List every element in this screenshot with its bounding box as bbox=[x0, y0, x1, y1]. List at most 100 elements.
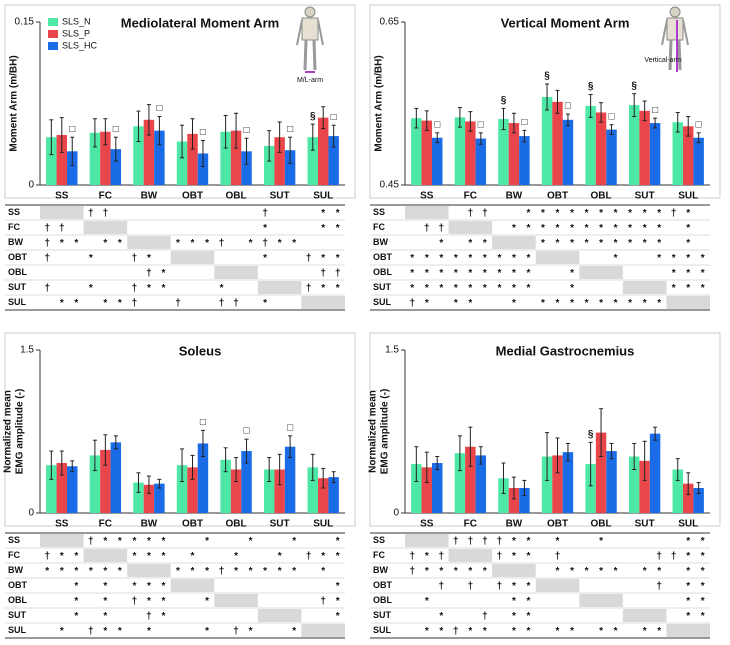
significance-symbol: * bbox=[336, 611, 340, 622]
significance-symbol: † bbox=[306, 551, 312, 562]
significance-symbol: * bbox=[686, 253, 690, 264]
matrix-row-label: SS bbox=[373, 535, 385, 545]
bar bbox=[595, 112, 607, 185]
significance-symbol: * bbox=[599, 238, 603, 249]
significance-symbol: * bbox=[628, 223, 632, 234]
significance-symbol: * bbox=[321, 283, 325, 294]
diagonal-cell bbox=[622, 281, 667, 294]
significance-symbol: † bbox=[468, 536, 474, 547]
legend-swatch bbox=[48, 18, 58, 26]
significance-symbol: * bbox=[234, 551, 238, 562]
bar bbox=[465, 121, 476, 185]
bar bbox=[682, 483, 694, 513]
significance-symbol: * bbox=[643, 223, 647, 234]
skeleton-arm bbox=[296, 19, 303, 46]
significance-symbol: † bbox=[468, 581, 474, 592]
significance-symbol: * bbox=[161, 551, 165, 562]
significance-symbol: * bbox=[512, 551, 516, 562]
significance-symbol: * bbox=[249, 238, 253, 249]
significance-symbol: † bbox=[44, 238, 50, 249]
x-tick-label: OBT bbox=[547, 519, 568, 530]
significance-symbol: * bbox=[132, 551, 136, 562]
y-axis-label: EMG amplitude (-) bbox=[380, 389, 391, 475]
significance-symbol: † bbox=[88, 626, 94, 637]
significance-symbol: * bbox=[263, 223, 267, 234]
significance-symbol: * bbox=[657, 626, 661, 637]
significance-symbol: * bbox=[60, 238, 64, 249]
matrix-row-label: FC bbox=[8, 550, 20, 560]
bar bbox=[220, 459, 231, 513]
significance-symbol: * bbox=[205, 536, 209, 547]
significance-symbol: † bbox=[59, 223, 65, 234]
significance-symbol: * bbox=[643, 298, 647, 309]
panel-frame bbox=[4, 332, 356, 527]
bar bbox=[133, 482, 144, 513]
bar bbox=[110, 442, 122, 513]
bar bbox=[541, 456, 553, 513]
significance-symbol: † bbox=[497, 581, 503, 592]
significance-symbol: * bbox=[74, 611, 78, 622]
skeleton-leg bbox=[677, 39, 682, 71]
significance-symbol: * bbox=[526, 223, 530, 234]
bar bbox=[241, 451, 252, 513]
significance-symbol: * bbox=[336, 536, 340, 547]
significance-symbol: † bbox=[409, 551, 415, 562]
significance-symbol: † bbox=[233, 626, 239, 637]
panel-frame bbox=[369, 4, 721, 199]
significance-symbol: * bbox=[118, 566, 122, 577]
significance-symbol: * bbox=[701, 611, 705, 622]
significance-symbol: † bbox=[132, 596, 138, 607]
x-tick-label: OBL bbox=[226, 519, 247, 530]
significance-symbol: * bbox=[512, 298, 516, 309]
bar bbox=[187, 133, 198, 185]
significance-symbol: * bbox=[89, 283, 93, 294]
significance-marker: □ bbox=[287, 124, 293, 135]
bar bbox=[317, 117, 329, 185]
bar bbox=[67, 466, 78, 513]
significance-symbol: * bbox=[103, 611, 107, 622]
x-tick-label: BW bbox=[506, 519, 523, 530]
significance-symbol: * bbox=[585, 223, 589, 234]
significance-symbol: * bbox=[161, 283, 165, 294]
bar bbox=[110, 149, 122, 185]
significance-symbol: * bbox=[74, 298, 78, 309]
diagonal-cell bbox=[492, 564, 536, 577]
bar bbox=[187, 467, 198, 513]
significance-symbol: * bbox=[161, 581, 165, 592]
diagonal-cell bbox=[127, 236, 171, 249]
significance-symbol: * bbox=[278, 238, 282, 249]
x-tick-label: BW bbox=[141, 519, 158, 530]
matrix-row-label: SUL bbox=[8, 297, 27, 307]
significance-symbol: † bbox=[103, 208, 109, 219]
significance-marker: □ bbox=[652, 105, 658, 116]
significance-symbol: † bbox=[44, 253, 50, 264]
bar bbox=[585, 105, 596, 185]
significance-symbol: * bbox=[147, 283, 151, 294]
significance-marker: § bbox=[588, 429, 594, 440]
y-tick-label: 0 bbox=[393, 508, 399, 519]
significance-symbol: * bbox=[497, 253, 501, 264]
significance-symbol: * bbox=[191, 566, 195, 577]
significance-symbol: * bbox=[628, 238, 632, 249]
bar bbox=[46, 137, 57, 185]
significance-symbol: * bbox=[585, 238, 589, 249]
significance-symbol: * bbox=[599, 208, 603, 219]
significance-marker: § bbox=[631, 80, 637, 91]
x-tick-label: SUL bbox=[313, 519, 333, 530]
significance-symbol: * bbox=[570, 268, 574, 279]
diagonal-cell bbox=[40, 206, 84, 219]
matrix-row-label: BW bbox=[8, 237, 23, 247]
significance-symbol: * bbox=[425, 268, 429, 279]
bar bbox=[649, 433, 661, 513]
significance-symbol: * bbox=[147, 551, 151, 562]
significance-symbol: * bbox=[205, 566, 209, 577]
significance-marker: § bbox=[310, 111, 316, 122]
skeleton-body bbox=[301, 17, 319, 41]
skeleton-arm bbox=[661, 19, 668, 46]
significance-symbol: * bbox=[147, 253, 151, 264]
x-tick-label: FC bbox=[464, 191, 477, 202]
x-tick-label: SUT bbox=[270, 191, 290, 202]
panel-frame bbox=[369, 332, 721, 527]
significance-symbol: † bbox=[132, 253, 138, 264]
diagonal-cell bbox=[257, 609, 302, 622]
